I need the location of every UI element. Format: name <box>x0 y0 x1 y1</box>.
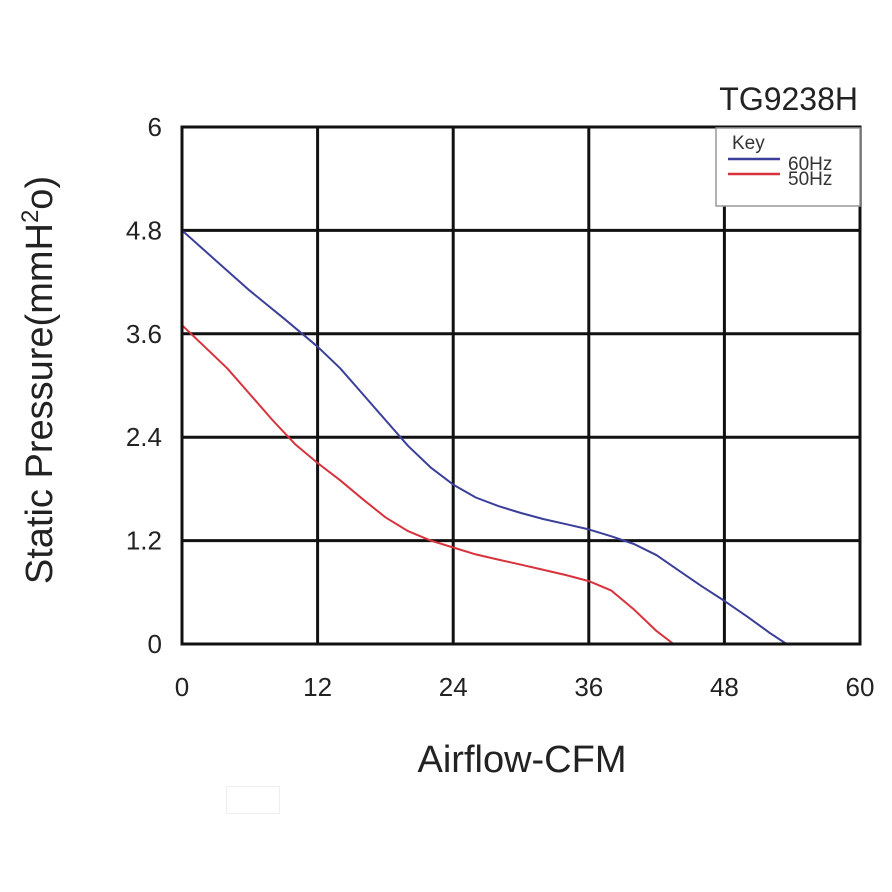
legend-title: Key <box>732 133 765 154</box>
legend-label-50hz: 50Hz <box>788 169 832 190</box>
plot-frame <box>180 125 862 646</box>
y-tick-labels: 0 1.2 2.4 3.6 4.8 6 <box>126 112 162 659</box>
y-tick-label: 0 <box>148 629 162 659</box>
x-tick-labels: 0 12 24 36 48 60 <box>175 672 875 702</box>
legend-label-60hz: 60Hz <box>788 154 832 175</box>
x-tick-label: 60 <box>846 672 875 702</box>
x-tick-label: 0 <box>175 672 189 702</box>
y-tick-label: 6 <box>148 112 162 142</box>
series-line-50hz <box>181 324 675 645</box>
y-tick-label: 1.2 <box>126 526 162 556</box>
series-line-60hz <box>181 229 788 645</box>
x-axis-title: Airflow-CFM <box>418 739 627 781</box>
legend-box <box>715 127 861 207</box>
blank-box <box>226 786 280 814</box>
x-tick-label: 24 <box>439 672 468 702</box>
x-tick-label: 36 <box>574 672 603 702</box>
chart-title: TG9238H <box>719 81 858 117</box>
x-tick-label: 12 <box>303 672 332 702</box>
y-tick-label: 4.8 <box>126 215 162 245</box>
x-tick-label: 48 <box>710 672 739 702</box>
y-tick-label: 2.4 <box>126 422 162 452</box>
series-layer <box>181 229 788 645</box>
y-axis-title: Static Pressure(mmH2o) <box>17 176 61 584</box>
y-tick-label: 3.6 <box>126 319 162 349</box>
